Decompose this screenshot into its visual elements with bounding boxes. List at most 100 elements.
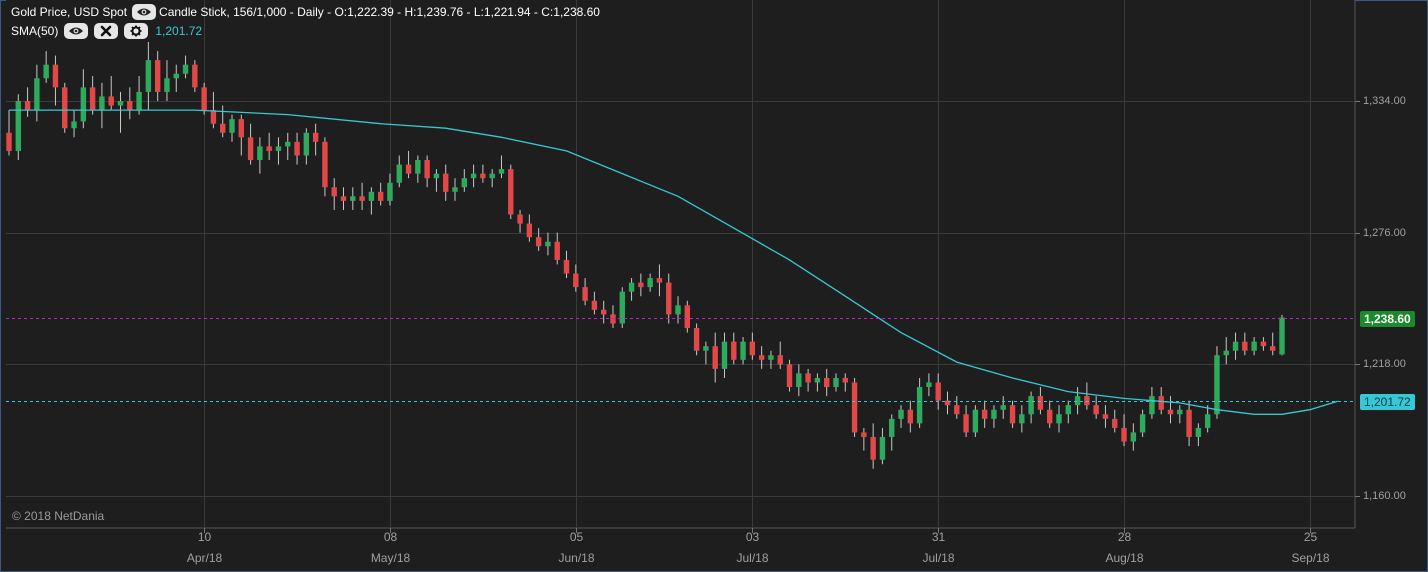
candle xyxy=(777,341,783,369)
candle-body xyxy=(238,119,244,138)
x-tick-label-day: 10 xyxy=(197,530,212,544)
candle xyxy=(405,150,412,179)
candle-body xyxy=(703,346,709,351)
candle-body xyxy=(628,282,635,292)
x-tick-label-day: 31 xyxy=(931,530,946,544)
candle xyxy=(721,332,728,378)
candle xyxy=(443,164,449,201)
candle xyxy=(99,82,105,129)
candle xyxy=(201,82,207,115)
candle-body xyxy=(535,237,542,247)
candle-body xyxy=(368,191,375,201)
candle xyxy=(981,400,988,428)
candle-body xyxy=(15,101,21,151)
candle xyxy=(740,337,746,365)
candle xyxy=(415,155,421,183)
candles xyxy=(6,41,1285,469)
candle-body xyxy=(1102,414,1109,419)
candle xyxy=(879,427,886,465)
candle xyxy=(322,137,328,197)
candle xyxy=(154,51,161,101)
candle xyxy=(1047,400,1053,428)
candle xyxy=(1130,423,1137,451)
candle-body xyxy=(331,187,337,197)
candle-body xyxy=(247,137,254,161)
candle xyxy=(1242,332,1248,356)
candle-body xyxy=(164,78,170,92)
candle xyxy=(954,396,960,419)
sma-value-badge: 1,201.72 xyxy=(1360,393,1415,410)
x-tick-label-month: Jul/18 xyxy=(922,551,955,565)
candle-body xyxy=(861,432,867,437)
candle-body xyxy=(879,436,886,460)
candle xyxy=(628,278,635,301)
x-tick-label-day: 03 xyxy=(745,530,760,544)
candle-body xyxy=(768,355,774,360)
candle-body xyxy=(173,73,179,79)
candle xyxy=(768,350,774,369)
candle-body xyxy=(1195,427,1202,437)
candle-body xyxy=(1139,414,1146,433)
candle xyxy=(1260,337,1267,351)
candle-body xyxy=(396,164,402,183)
candle-body xyxy=(154,60,161,92)
candle-body xyxy=(266,146,272,151)
candle-body xyxy=(145,60,152,92)
candle-body xyxy=(1186,409,1192,437)
candle xyxy=(173,64,179,92)
candle-body xyxy=(201,87,207,111)
candle-body xyxy=(944,400,951,406)
indicator-row: SMA(50) 1,201.72 xyxy=(11,23,202,39)
indicator-remove-button[interactable] xyxy=(94,23,119,39)
chart-header: Gold Price, USD Spot Candle Stick, 156/1… xyxy=(11,4,600,20)
candle xyxy=(1149,387,1155,419)
candle xyxy=(433,169,440,192)
candle xyxy=(944,391,951,415)
candle-body xyxy=(1009,405,1016,424)
candle xyxy=(712,332,718,383)
indicator-settings-button[interactable] xyxy=(124,23,149,39)
candle-body xyxy=(1223,350,1229,356)
indicator-visibility-button[interactable] xyxy=(64,23,89,39)
candle xyxy=(331,178,337,210)
candle-body xyxy=(220,123,226,133)
candle-body xyxy=(842,377,848,383)
candle-body xyxy=(108,96,114,106)
candle-body xyxy=(1019,414,1025,424)
candle xyxy=(861,427,867,451)
copyright-text: © 2018 NetDania xyxy=(12,509,105,523)
candle-body xyxy=(638,282,644,288)
candle-body xyxy=(786,364,793,388)
candle-body xyxy=(433,173,440,179)
candle xyxy=(6,110,12,156)
candle-body xyxy=(833,377,839,388)
candle-body xyxy=(563,259,570,274)
candle xyxy=(15,94,21,161)
candle xyxy=(452,178,458,201)
candle xyxy=(545,232,551,256)
visibility-toggle-button[interactable] xyxy=(132,4,157,20)
candle-body xyxy=(350,196,356,201)
candle xyxy=(192,60,198,92)
candle xyxy=(127,87,133,120)
candle xyxy=(591,291,598,315)
candle-body xyxy=(916,387,923,424)
candle-body xyxy=(340,196,347,201)
candle-body xyxy=(1074,396,1081,406)
candle xyxy=(963,405,969,437)
candle xyxy=(647,273,653,292)
candle xyxy=(34,64,40,122)
candle xyxy=(638,273,644,297)
candle xyxy=(1121,414,1127,447)
candle xyxy=(656,264,663,297)
candle-body xyxy=(1047,409,1053,424)
candle xyxy=(1232,332,1239,360)
candle-body xyxy=(461,178,468,188)
candle-body xyxy=(480,173,486,179)
candle-body xyxy=(62,87,68,129)
candle-body xyxy=(498,169,505,174)
candle-body xyxy=(870,436,876,460)
candle xyxy=(164,60,170,101)
reference-lines xyxy=(6,318,1355,402)
